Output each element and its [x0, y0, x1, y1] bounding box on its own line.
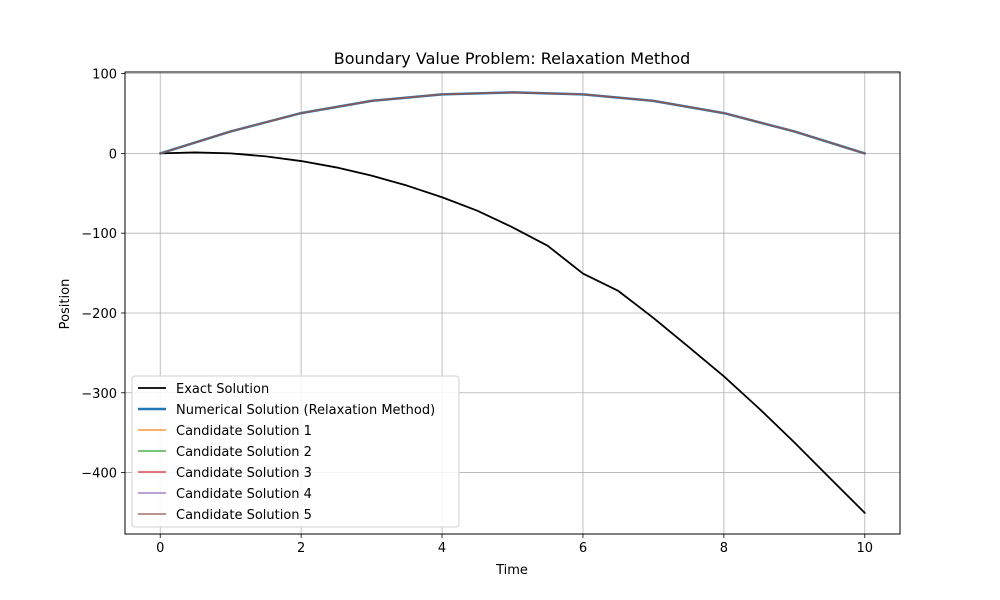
ticks: 0 2 4 6 8 10 100 0 −100 −200 −300 −400: [81, 68, 873, 556]
x-tick-label: 8: [720, 541, 728, 556]
legend-label: Candidate Solution 4: [176, 487, 312, 502]
legend-label: Candidate Solution 2: [176, 445, 312, 460]
series-line-0: [159, 151, 866, 514]
chart-title: Boundary Value Problem: Relaxation Metho…: [334, 49, 691, 68]
series-line-6: [159, 91, 866, 154]
x-tick-label: 10: [856, 541, 873, 556]
y-tick-label: 100: [92, 68, 117, 83]
legend: Exact Solution Numerical Solution (Relaxa…: [131, 375, 460, 528]
x-tick-label: 0: [156, 541, 164, 556]
legend-box: [131, 375, 460, 528]
y-tick-label: −300: [81, 387, 117, 402]
legend-label: Exact Solution: [176, 382, 269, 397]
y-tick-label: −200: [81, 307, 117, 322]
grid: [125, 72, 900, 534]
series-group: [158, 91, 867, 514]
legend-label: Numerical Solution (Relaxation Method): [176, 403, 435, 418]
y-tick-label: −400: [81, 467, 117, 482]
y-tick-label: −100: [81, 227, 117, 242]
plot-frame: [124, 71, 901, 535]
x-tick-label: 4: [438, 541, 446, 556]
legend-label: Candidate Solution 3: [176, 466, 312, 481]
x-tick-label: 6: [579, 541, 587, 556]
legend-label: Candidate Solution 1: [176, 424, 312, 439]
x-tick-label: 2: [297, 541, 305, 556]
x-axis-label: Time: [495, 563, 528, 578]
legend-label: Candidate Solution 5: [176, 508, 312, 523]
y-axis-label: Position: [58, 279, 73, 330]
y-tick-label: 0: [109, 147, 117, 162]
